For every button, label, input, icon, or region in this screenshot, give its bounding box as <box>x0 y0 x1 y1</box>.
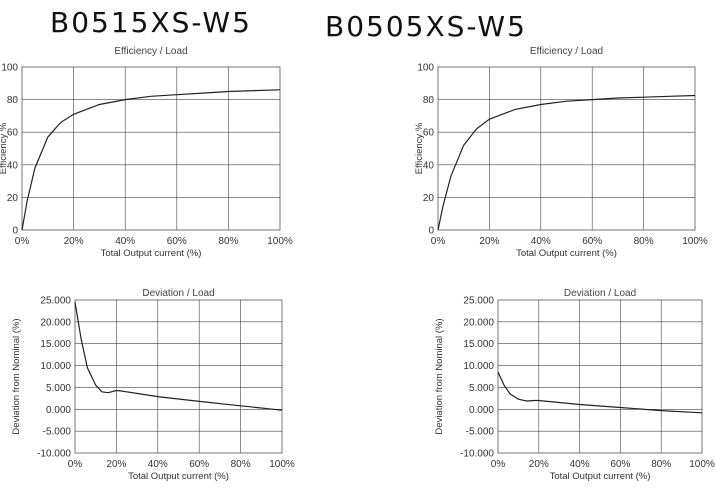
y-tick-label: 25.000 <box>40 296 71 307</box>
y-tick-label: 80 <box>423 95 435 106</box>
y-tick-label: 60 <box>7 128 19 139</box>
y-tick-label: 5.000 <box>46 383 71 394</box>
x-tick-label: 80% <box>231 459 251 470</box>
x-tick-label: 100% <box>682 236 708 247</box>
x-axis-label: Total Output current (%) <box>550 471 651 482</box>
y-tick-label: 60 <box>423 128 435 139</box>
x-axis-label: Total Output current (%) <box>516 248 617 259</box>
y-axis-label: Deviation from Nominal (%) <box>11 318 22 434</box>
x-tick-label: 60% <box>189 459 209 470</box>
x-tick-label: 60% <box>610 459 630 470</box>
y-tick-label: 40 <box>7 160 19 171</box>
y-tick-label: 20 <box>7 193 19 204</box>
y-axis-label: Efficiency % <box>0 122 9 174</box>
y-tick-label: 10.000 <box>463 361 494 372</box>
y-tick-label: -5.000 <box>43 427 72 438</box>
y-tick-label: -10.000 <box>37 449 71 460</box>
x-axis-label: Total Output current (%) <box>101 248 202 259</box>
plot-area <box>497 299 703 454</box>
deviation-chart-right: Deviation / Load -10.000 -5.000 0.000 5.000 1… <box>434 288 715 482</box>
series-line <box>21 89 281 231</box>
chart-title: Deviation / Load <box>142 288 214 299</box>
y-tick-label: 0.000 <box>469 405 494 416</box>
series-line <box>437 94 696 231</box>
plot-area <box>437 66 696 231</box>
y-tick-label: -10.000 <box>460 449 494 460</box>
plot-area <box>74 299 283 454</box>
x-axis-label: Total Output current (%) <box>128 471 229 482</box>
y-tick-label: 80 <box>7 95 19 106</box>
x-tick-label: 60% <box>167 236 187 247</box>
x-tick-label: 60% <box>582 236 602 247</box>
x-tick-label: 0% <box>15 236 30 247</box>
x-tick-label: 0% <box>491 459 506 470</box>
x-tick-label: 100% <box>267 236 293 247</box>
y-tick-label: 15.000 <box>463 339 494 350</box>
y-tick-label: 5.000 <box>469 383 494 394</box>
chart-title: Efficiency / Load <box>530 46 603 57</box>
x-tick-label: 40% <box>148 459 168 470</box>
y-tick-label: 20.000 <box>40 317 71 328</box>
x-tick-label: 20% <box>64 236 84 247</box>
x-tick-label: 100% <box>689 459 715 470</box>
y-tick-label: 10.000 <box>40 361 71 372</box>
x-tick-label: 20% <box>106 459 126 470</box>
y-tick-label: 40 <box>423 160 435 171</box>
y-tick-label: 0 <box>12 226 18 237</box>
y-tick-label: -5.000 <box>466 427 495 438</box>
chart-title: Efficiency / Load <box>114 46 187 57</box>
x-tick-label: 40% <box>115 236 135 247</box>
x-tick-label: 40% <box>531 236 551 247</box>
x-tick-label: 20% <box>529 459 549 470</box>
plot-area <box>21 66 281 231</box>
y-tick-label: 100 <box>1 63 18 74</box>
efficiency-chart-right: Efficiency / Load 0 20 40 60 80 100 0% 20% 40% 60%… <box>414 46 708 259</box>
series-line <box>74 302 283 411</box>
chart-title: Deviation / Load <box>564 288 636 299</box>
x-tick-label: 0% <box>431 236 446 247</box>
y-tick-label: 0 <box>428 226 434 237</box>
deviation-chart-left: Deviation / Load -10.000 -5.000 0.000 5.000 1… <box>11 288 295 482</box>
y-tick-label: 20 <box>423 193 435 204</box>
y-tick-label: 25.000 <box>463 296 494 307</box>
x-tick-label: 80% <box>218 236 238 247</box>
y-tick-label: 0.000 <box>46 405 71 416</box>
x-tick-label: 80% <box>651 459 671 470</box>
efficiency-chart-left: Efficiency / Load 0 20 40 60 80 100 0% 20% 40% 60%… <box>0 46 293 259</box>
series-line <box>497 371 703 414</box>
y-axis-label: Deviation from Nominal (%) <box>434 318 445 434</box>
product-title-left: B0515XS-W5 <box>50 6 252 39</box>
y-tick-label: 20.000 <box>463 317 494 328</box>
x-tick-label: 40% <box>570 459 590 470</box>
y-axis-label: Efficiency % <box>414 122 425 174</box>
x-tick-label: 80% <box>634 236 654 247</box>
y-tick-label: 100 <box>417 63 434 74</box>
x-tick-label: 100% <box>269 459 295 470</box>
x-tick-label: 20% <box>479 236 499 247</box>
product-title-right: B0505XS-W5 <box>325 10 527 43</box>
y-tick-label: 15.000 <box>40 339 71 350</box>
x-tick-label: 0% <box>68 459 83 470</box>
